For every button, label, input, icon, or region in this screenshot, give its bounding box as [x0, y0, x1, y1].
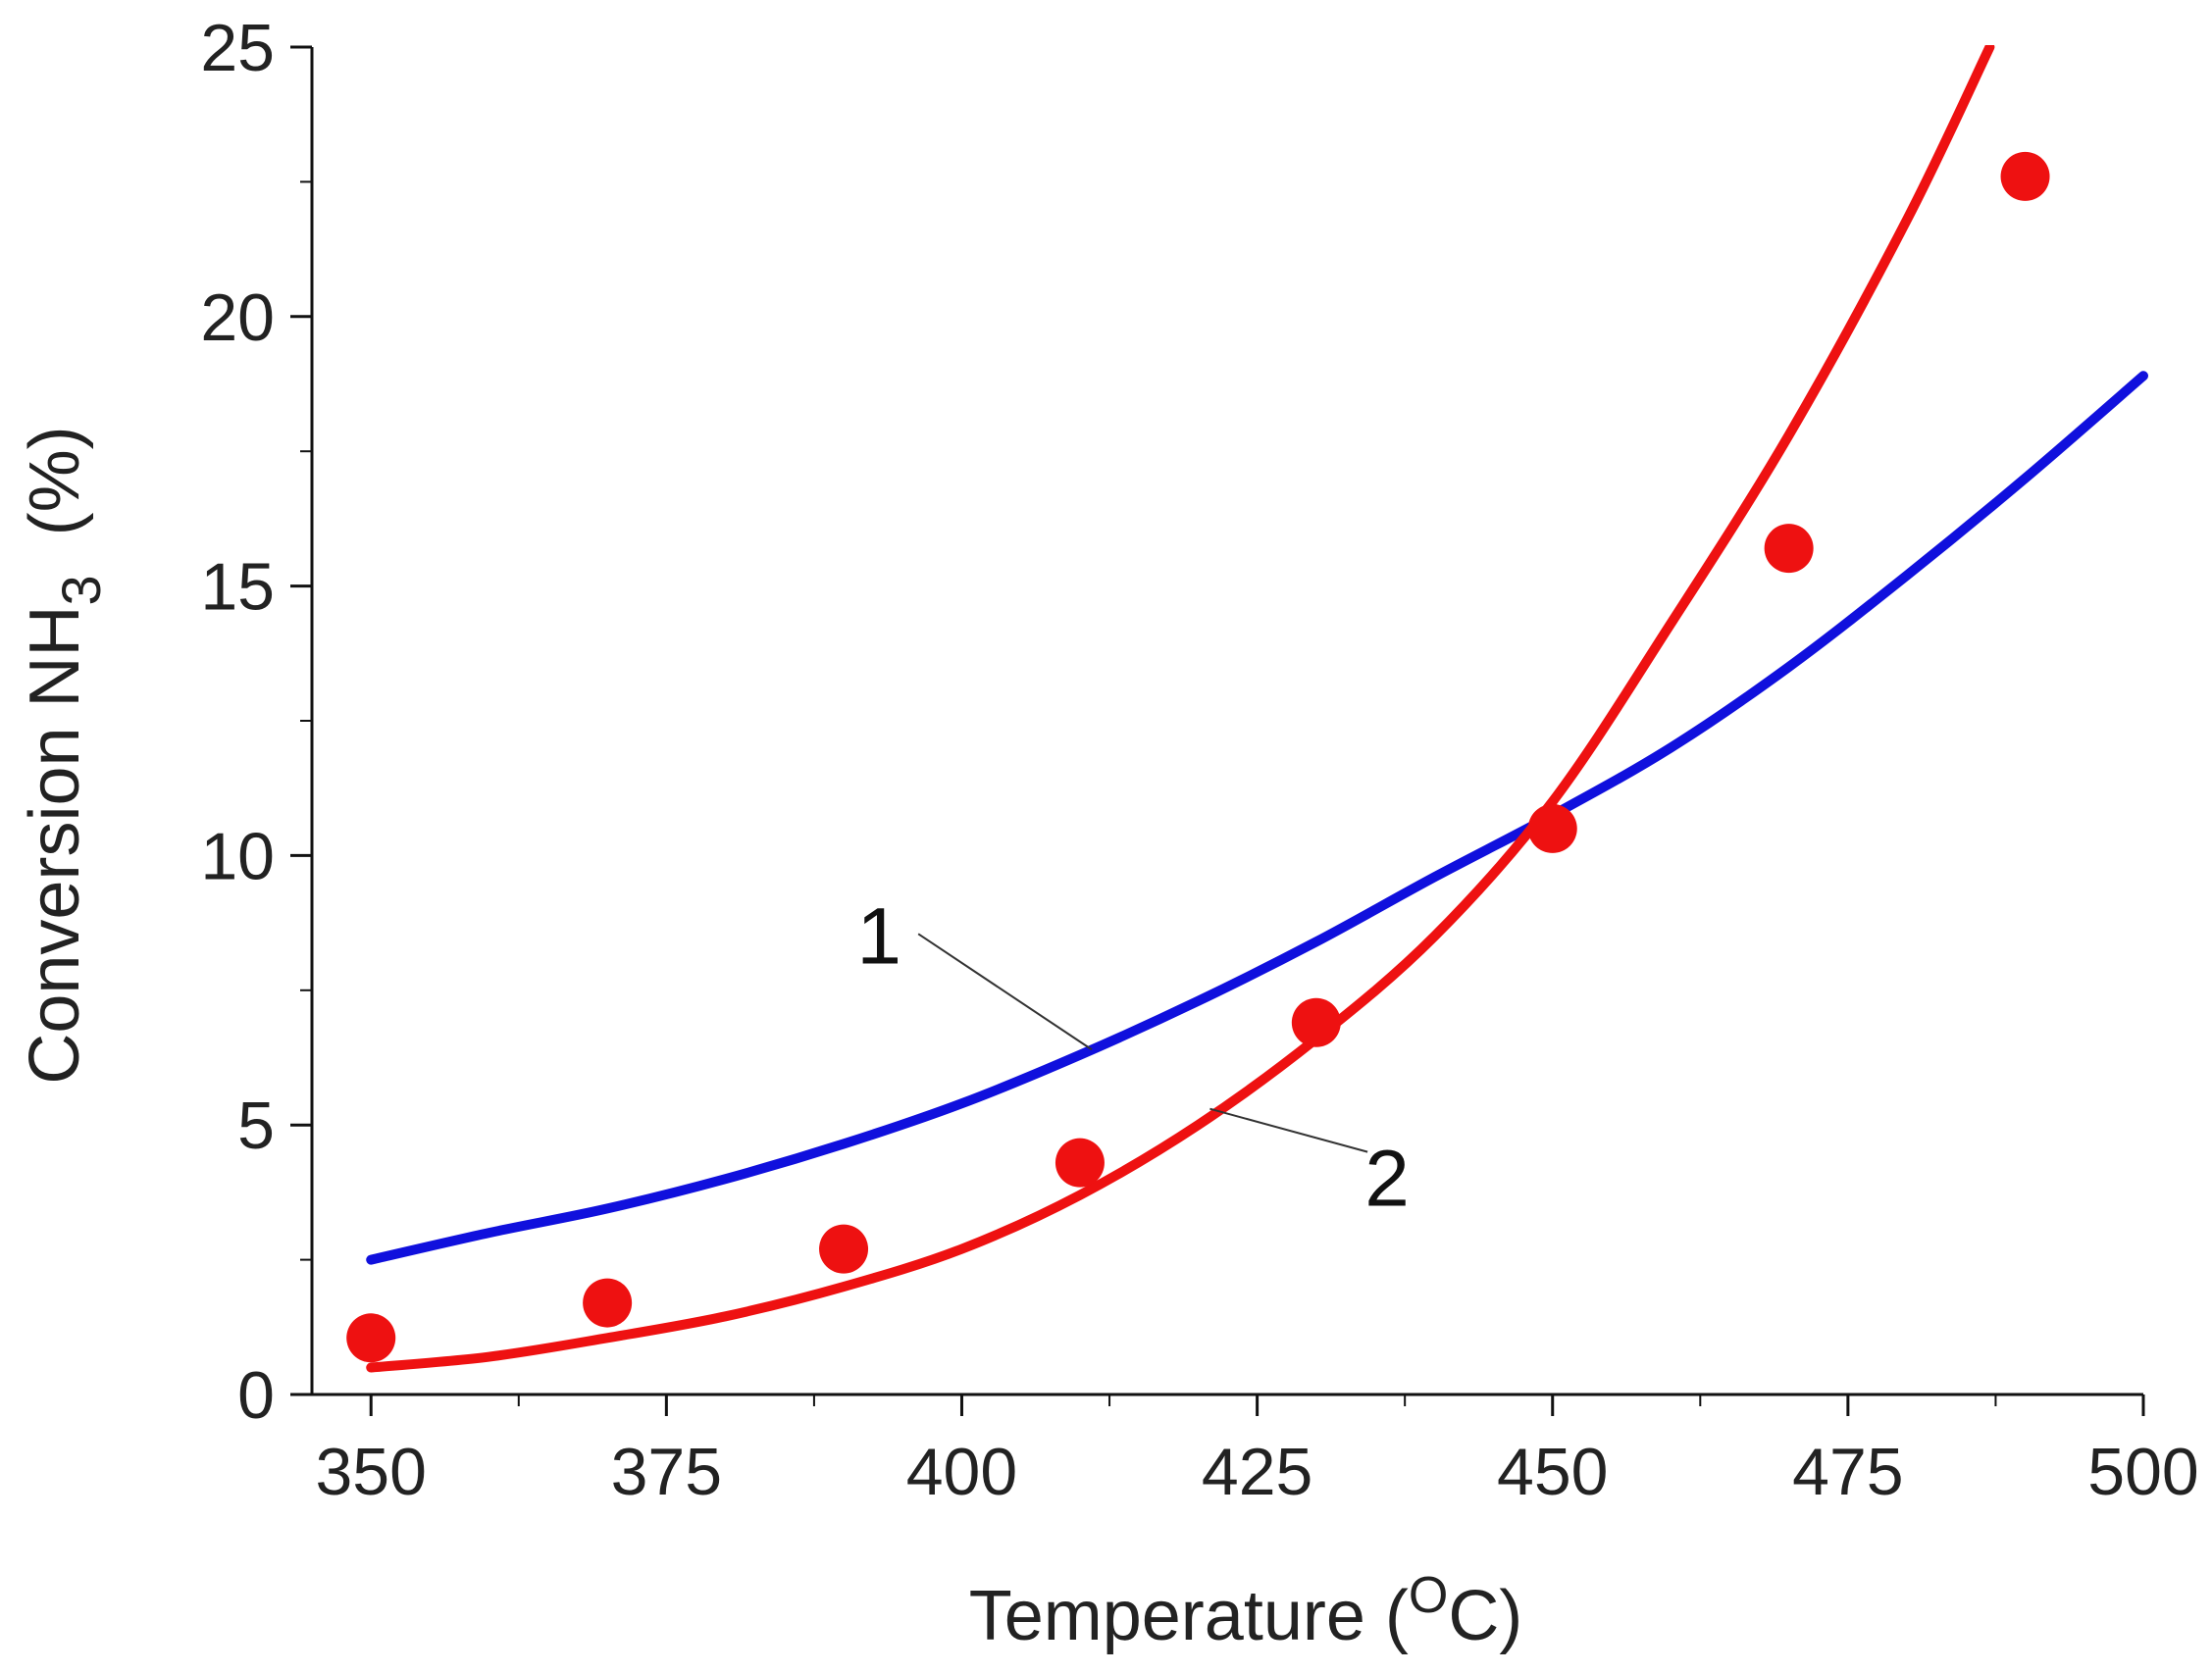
annotation-label-1: 1	[856, 891, 901, 981]
series-line-2	[371, 47, 1989, 1368]
y-axis-title-sub: 3	[50, 575, 112, 605]
series-layer	[346, 47, 2143, 1368]
chart-root: 0 5 10 15 20 25 350 375 400 425 450 475 500 1 2 Temp…	[0, 0, 2212, 1673]
annotation-label-2: 2	[1364, 1135, 1410, 1224]
x-axis-title-unit: C)	[1448, 1577, 1522, 1655]
x-axis-ticks: 350 375 400 425 450 475 500	[315, 1394, 2198, 1509]
axes	[312, 47, 2143, 1394]
y-axis-title-tail: (%)	[16, 426, 94, 575]
x-tick-label-350: 350	[315, 1435, 426, 1509]
x-axis-title-sup: O	[1409, 1567, 1448, 1624]
data-point-390	[819, 1225, 868, 1274]
x-axis-title-main: Temperature (	[969, 1577, 1409, 1655]
data-point-450	[1528, 804, 1577, 853]
y-tick-label-0: 0	[237, 1358, 275, 1433]
x-tick-label-400: 400	[906, 1435, 1017, 1509]
x-tick-label-500: 500	[2087, 1435, 2198, 1509]
x-tick-label-375: 375	[611, 1435, 722, 1509]
data-point-410	[1055, 1139, 1105, 1188]
data-point-490	[2001, 152, 2050, 201]
y-tick-label-20: 20	[200, 280, 275, 355]
x-tick-label-425: 425	[1202, 1435, 1312, 1509]
y-axis-ticks: 0 5 10 15 20 25	[200, 11, 312, 1433]
y-axis-title-main: Conversion NH	[16, 605, 94, 1084]
x-tick-label-475: 475	[1792, 1435, 1903, 1509]
x-tick-label-450: 450	[1497, 1435, 1608, 1509]
data-point-430	[1292, 998, 1341, 1047]
annotation-leader-1	[918, 934, 1092, 1049]
data-point-350	[346, 1313, 395, 1362]
y-tick-label-25: 25	[200, 11, 275, 85]
series-line-1	[371, 376, 2143, 1259]
conversion-chart: 0 5 10 15 20 25 350 375 400 425 450 475 500 1 2 Temp…	[0, 0, 2212, 1673]
annotation-leader-2	[1209, 1109, 1367, 1152]
y-tick-label-5: 5	[237, 1089, 275, 1163]
y-tick-label-15: 15	[200, 550, 275, 625]
x-axis-title: Temperature (OC)	[969, 1567, 1523, 1655]
data-point-370	[583, 1279, 632, 1328]
y-axis-title: Conversion NH3 (%)	[16, 426, 112, 1084]
y-tick-label-10: 10	[200, 819, 275, 893]
data-point-470	[1765, 524, 1814, 573]
